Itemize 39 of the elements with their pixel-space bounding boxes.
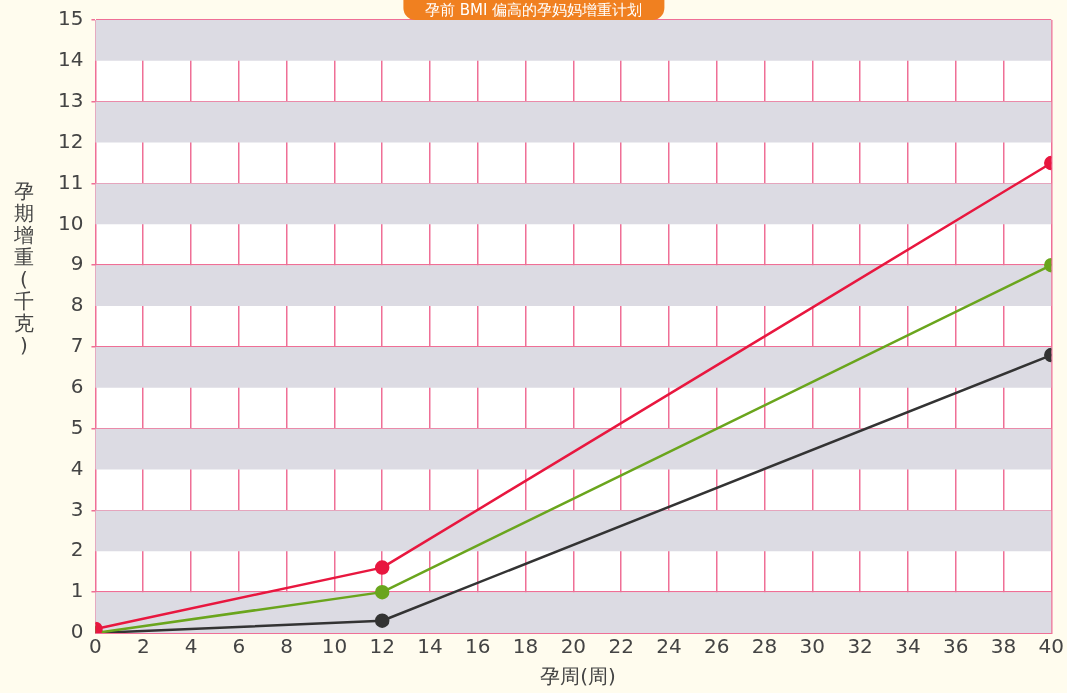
x-tick-label: 20 — [560, 634, 587, 659]
x-axis-title: 孕周(周) — [539, 663, 617, 690]
x-tick-label: 6 — [232, 634, 246, 659]
x-tick-label: 2 — [136, 634, 150, 659]
y-tick-label: 14 — [58, 47, 84, 72]
x-tick-label: 28 — [751, 634, 778, 659]
y-tick-label: 13 — [58, 87, 84, 112]
y-tick-label: 15 — [58, 6, 84, 31]
x-tick-label: 0 — [89, 634, 102, 659]
x-tick-label: 22 — [608, 634, 634, 659]
y-tick-label: 1 — [70, 578, 84, 603]
y-tick-label: 7 — [70, 333, 84, 358]
x-tick-label: 38 — [990, 634, 1017, 659]
x-tick-label: 12 — [369, 634, 395, 659]
x-tick-label: 26 — [704, 634, 730, 659]
x-tick-label: 4 — [184, 634, 198, 659]
y-tick-label: 2 — [70, 537, 84, 562]
y-tick-label: 12 — [58, 128, 84, 153]
y-tick-label: 10 — [58, 210, 84, 235]
chart-title: 孕前 BMI 偏高的孕妈妈增重计划 — [402, 0, 665, 20]
y-tick-label: 11 — [58, 169, 84, 194]
x-tick-label: 16 — [465, 634, 491, 659]
x-tick-label: 32 — [847, 634, 873, 659]
y-tick-label: 3 — [70, 496, 84, 521]
y-tick-label: 6 — [70, 374, 84, 398]
x-tick-label: 10 — [321, 634, 348, 659]
x-tick-label: 14 — [417, 634, 443, 659]
x-tick-label: 18 — [512, 634, 539, 659]
y-tick-label: 8 — [70, 292, 84, 317]
y-axis-title: 孕期增重(千克) — [13, 179, 35, 357]
x-tick-label: 30 — [799, 634, 826, 659]
x-tick-label: 40 — [1038, 634, 1064, 659]
x-tick-label: 8 — [280, 634, 293, 659]
x-tick-label: 34 — [895, 634, 921, 659]
x-tick-label: 24 — [656, 634, 682, 659]
y-tick-label: 9 — [70, 251, 84, 276]
y-tick-label: 4 — [70, 455, 84, 480]
y-tick-label: 5 — [70, 414, 84, 439]
x-tick-label: 36 — [942, 634, 969, 659]
